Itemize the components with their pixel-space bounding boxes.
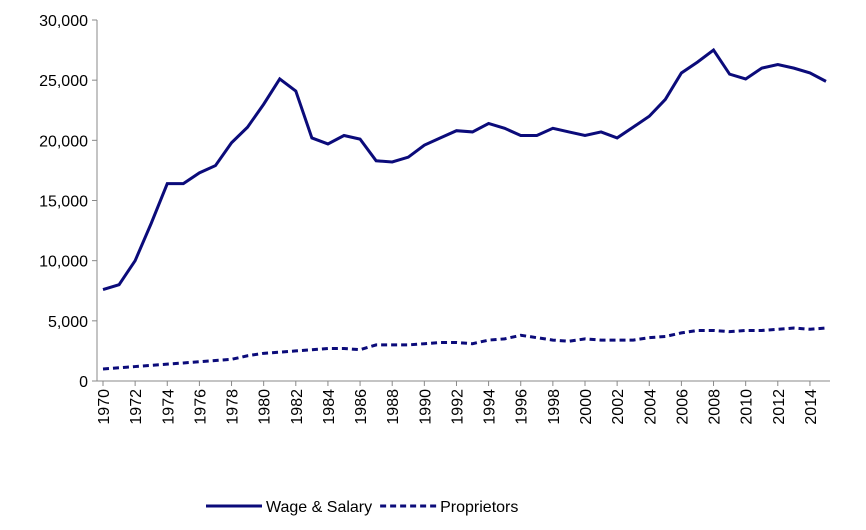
x-tick-label: 1970	[96, 389, 113, 425]
x-tick-label: 1972	[128, 389, 145, 425]
x-tick-label: 2010	[739, 389, 756, 425]
x-tick-label: 2006	[674, 389, 691, 425]
x-tick-label: 1994	[482, 389, 499, 425]
series-line	[102, 326, 827, 371]
x-tick-label: 1992	[449, 389, 466, 425]
y-tick-label: 0	[79, 374, 88, 391]
x-tick-label: 1978	[225, 389, 242, 425]
x-tick-label: 1976	[192, 389, 209, 425]
x-tick-label: 2014	[803, 389, 820, 425]
x-tick-label: 2000	[578, 389, 595, 425]
y-tick-label: 25,000	[39, 73, 88, 90]
y-tick-label: 10,000	[39, 254, 88, 271]
x-tick-label: 1984	[321, 389, 338, 425]
y-tick-label: 5,000	[48, 314, 88, 331]
x-tick-label: 2004	[642, 389, 659, 425]
y-tick-label: 20,000	[39, 133, 88, 150]
x-tick-label: 2012	[771, 389, 788, 425]
x-tick-label: 1988	[385, 389, 402, 425]
series-line	[102, 47, 827, 291]
x-tick-label: 1980	[257, 389, 274, 425]
x-tick-label: 2002	[610, 389, 627, 425]
x-tick-label: 1998	[546, 389, 563, 425]
x-tick-label: 1974	[160, 389, 177, 425]
x-tick-label: 2008	[707, 389, 724, 425]
y-tick-label: 30,000	[39, 13, 88, 30]
legend-label: Wage & Salary	[266, 499, 372, 516]
x-tick-label: 1986	[353, 389, 370, 425]
y-tick-label: 15,000	[39, 194, 88, 211]
x-tick-label: 1996	[514, 389, 531, 425]
x-tick-label: 1990	[417, 389, 434, 425]
legend-label: Proprietors	[440, 499, 518, 516]
x-tick-label: 1982	[289, 389, 306, 425]
